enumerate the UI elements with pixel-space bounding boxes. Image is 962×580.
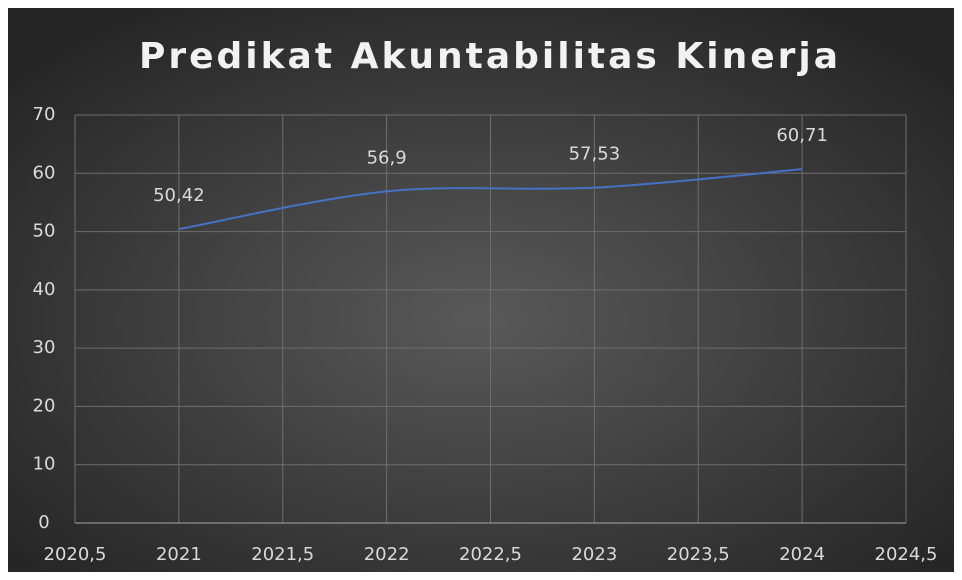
x-tick-label: 2024 [779, 544, 825, 565]
y-tick-label: 30 [33, 337, 56, 358]
line [178, 168, 803, 231]
data-label: 50,42 [153, 185, 205, 206]
data-label: 56,9 [367, 147, 407, 168]
x-tick-label: 2024,5 [875, 544, 938, 565]
x-tick-label: 2023 [571, 544, 617, 565]
y-tick-label: 40 [33, 279, 56, 300]
data-label: 60,71 [776, 125, 828, 146]
chart-title: Predikat Akuntabilitas Kinerja [139, 36, 841, 77]
x-tick-label: 2022 [364, 544, 410, 565]
x-tick-label: 2023,5 [667, 544, 730, 565]
x-tick-label: 2021,5 [251, 544, 314, 565]
data-label: 57,53 [569, 144, 621, 165]
y-tick-label: 10 [33, 454, 56, 475]
x-tick-label: 2020,5 [44, 544, 107, 565]
x-tick-label: 2021 [156, 544, 202, 565]
y-tick-label: 0 [38, 512, 49, 533]
y-tick-label: 70 [33, 104, 56, 125]
y-tick-label: 20 [33, 395, 56, 416]
x-tick-label: 2022,5 [459, 544, 522, 565]
y-tick-label: 60 [33, 162, 56, 183]
y-tick-label: 50 [33, 221, 56, 242]
